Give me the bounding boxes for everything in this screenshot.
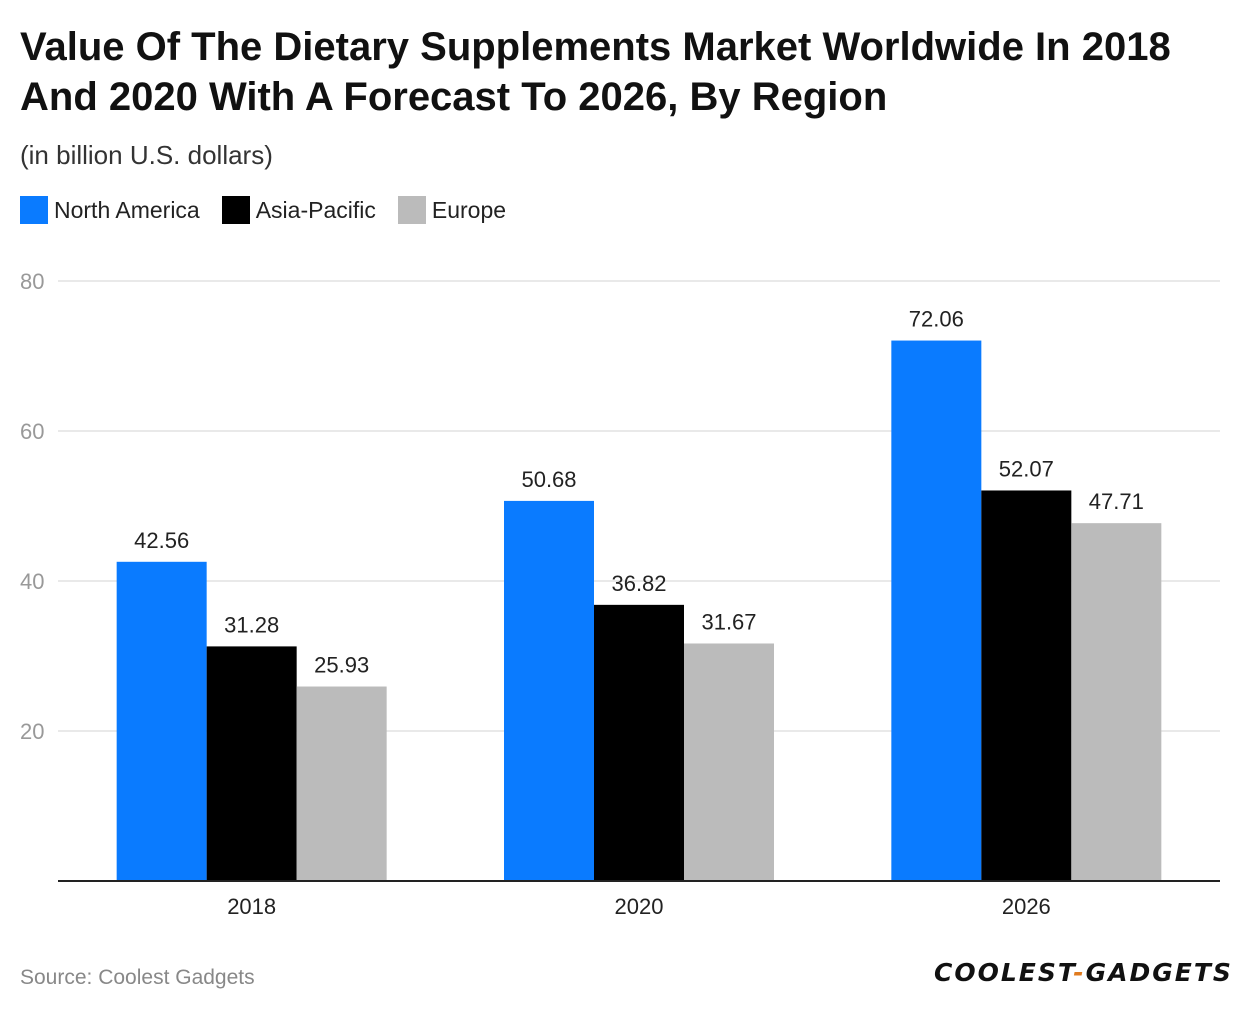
x-tick-label-2018: 2018 [227, 894, 276, 919]
data-label-europe-2026: 47.71 [1089, 489, 1144, 514]
bar-asia-pacific-2020 [594, 604, 684, 881]
legend-item-europe: Europe [397, 196, 507, 224]
bar-chart: 20 40 60 80 42.56 31.28 25.93 2018 50.68 36.82 31.… [20, 269, 1220, 919]
chart-title: Value Of The Dietary Supplements Market … [20, 25, 1171, 119]
legend-label-north-america: North America [54, 196, 200, 223]
bar-north-america-2020 [504, 500, 594, 881]
data-label-asia-pacific-2018: 31.28 [224, 612, 279, 637]
brand-logo: COOLEST-GADGETS [934, 958, 1233, 987]
data-label-north-america-2026: 72.06 [909, 307, 964, 332]
x-tick-label-2026: 2026 [1002, 894, 1051, 919]
data-label-asia-pacific-2026: 52.07 [999, 456, 1054, 481]
data-label-north-america-2018: 42.56 [134, 528, 189, 553]
logo-text-right: GADGETS [1085, 958, 1233, 987]
legend-swatch-asia-pacific [221, 196, 250, 224]
data-label-europe-2018: 25.93 [314, 653, 369, 678]
y-tick-label-20: 20 [20, 719, 44, 744]
legend-item-north-america: North America [20, 196, 200, 224]
bar-europe-2026 [1071, 523, 1162, 881]
bar-north-america-2026 [891, 340, 982, 881]
x-tick-label-2020: 2020 [615, 894, 664, 919]
legend: North America Asia-Pacific Europe [20, 196, 528, 224]
chart-subtitle: (in billion U.S. dollars) [20, 140, 273, 170]
bar-europe-2020 [684, 643, 774, 881]
y-tick-label-60: 60 [20, 419, 44, 444]
data-label-europe-2020: 31.67 [701, 609, 756, 634]
y-tick-label-40: 40 [20, 569, 44, 594]
legend-item-asia-pacific: Asia-Pacific [221, 196, 376, 224]
legend-label-asia-pacific: Asia-Pacific [255, 196, 376, 223]
legend-swatch-europe [397, 196, 426, 224]
y-tick-label-80: 80 [20, 269, 44, 294]
bar-europe-2018 [296, 686, 387, 881]
bar-north-america-2018 [116, 561, 207, 881]
legend-label-europe: Europe [431, 196, 507, 223]
source-note: Source: Coolest Gadgets [20, 966, 255, 989]
logo-dash: - [1073, 958, 1086, 987]
legend-swatch-north-america [20, 196, 48, 224]
logo-text-left: COOLEST [934, 958, 1074, 987]
bar-asia-pacific-2018 [206, 646, 297, 881]
bar-asia-pacific-2026 [981, 490, 1072, 881]
data-label-asia-pacific-2020: 36.82 [611, 571, 666, 596]
data-label-north-america-2020: 50.68 [521, 467, 576, 492]
